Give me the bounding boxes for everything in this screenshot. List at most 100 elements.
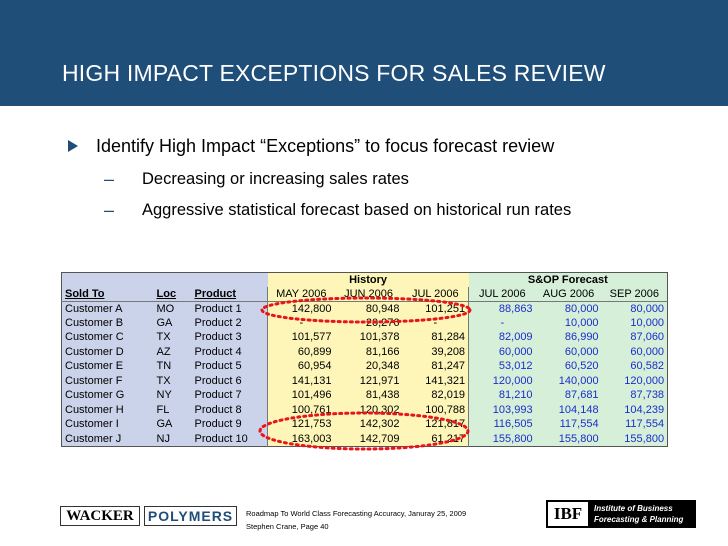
cell-loc: AZ xyxy=(153,345,192,360)
cell-sold-to: Customer J xyxy=(61,432,154,447)
cell-history-1: 163,003 xyxy=(267,432,335,447)
cell-history-2: 120,302 xyxy=(334,403,403,418)
cell-forecast-1: 120,000 xyxy=(468,374,536,389)
cell-sold-to: Customer E xyxy=(61,359,154,374)
cell-product: Product 7 xyxy=(191,388,269,403)
main-bullet-text: Identify High Impact “Exceptions” to foc… xyxy=(96,136,555,156)
cell-history-2: 20,276 xyxy=(334,316,403,331)
history-group-header: History xyxy=(267,272,469,287)
cell-product: Product 6 xyxy=(191,374,269,389)
cell-history-3: 61,217 xyxy=(402,432,470,447)
table-row: Customer H FL Product 8 100,761 120,302 100,7… xyxy=(61,403,668,418)
table-row: Customer G NY Product 7 101,496 81,438 82,019… xyxy=(61,388,668,403)
cell-history-1: 101,577 xyxy=(267,330,335,345)
cell-history-3: - xyxy=(402,316,470,331)
cell-forecast-2: 104,148 xyxy=(535,403,602,418)
col-header-history-3: JUL 2006 xyxy=(402,287,470,302)
cell-history-1: 100,761 xyxy=(267,403,335,418)
cell-history-3: 81,247 xyxy=(402,359,470,374)
cell-history-1: 141,131 xyxy=(267,374,335,389)
cell-forecast-1: 155,800 xyxy=(468,432,536,447)
cell-history-1: 142,800 xyxy=(267,301,335,316)
cell-forecast-2: 117,554 xyxy=(535,417,602,432)
ibf-line-1: Institute of Business xyxy=(594,504,673,513)
cell-product: Product 10 xyxy=(191,432,269,447)
cell-loc: GA xyxy=(153,316,192,331)
col-header-product: Product xyxy=(191,287,269,302)
table-row: Customer I GA Product 9 121,753 142,302 121,8… xyxy=(61,417,668,432)
cell-forecast-3: 60,582 xyxy=(601,359,668,374)
cell-forecast-3: 87,738 xyxy=(601,388,668,403)
col-header-history-1: MAY 2006 xyxy=(267,287,335,302)
cell-forecast-3: 117,554 xyxy=(601,417,668,432)
cell-loc: GA xyxy=(153,417,192,432)
exceptions-table: History S&OP Forecast Sold To Loc Produc… xyxy=(61,272,669,447)
cell-forecast-2: 87,681 xyxy=(535,388,602,403)
cell-history-3: 100,788 xyxy=(402,403,470,418)
sub-bullet-text: Aggressive statistical forecast based on… xyxy=(142,201,572,219)
cell-history-1: - xyxy=(267,316,335,331)
dash-icon: – xyxy=(104,200,115,220)
cell-product: Product 4 xyxy=(191,345,269,360)
table-row: Customer J NJ Product 10 163,003 142,709 61,2… xyxy=(61,432,668,447)
col-header-sold-to: Sold To xyxy=(61,287,154,302)
polymers-logo: POLYMERS xyxy=(144,506,237,526)
cell-loc: NJ xyxy=(153,432,192,447)
cell-sold-to: Customer D xyxy=(61,345,154,360)
cell-history-2: 142,709 xyxy=(334,432,403,447)
cell-sold-to: Customer G xyxy=(61,388,154,403)
arrow-bullet-icon xyxy=(68,140,78,152)
cell-sold-to: Customer A xyxy=(61,301,154,316)
cell-history-1: 121,753 xyxy=(267,417,335,432)
cell-forecast-2: 80,000 xyxy=(535,301,602,316)
wacker-logo: WACKER xyxy=(60,506,140,526)
cell-forecast-2: 140,000 xyxy=(535,374,602,389)
cell-history-2: 121,971 xyxy=(334,374,403,389)
cell-history-2: 101,378 xyxy=(334,330,403,345)
cell-sold-to: Customer I xyxy=(61,417,154,432)
cell-history-2: 81,438 xyxy=(334,388,403,403)
cell-forecast-1: 53,012 xyxy=(468,359,536,374)
table-row: Customer F TX Product 6 141,131 121,971 141,3… xyxy=(61,374,668,389)
blank-header-cell xyxy=(61,272,268,287)
cell-forecast-1: 103,993 xyxy=(468,403,536,418)
cell-history-2: 20,348 xyxy=(334,359,403,374)
cell-history-3: 39,208 xyxy=(402,345,470,360)
cell-forecast-3: 80,000 xyxy=(601,301,668,316)
table-row: Customer D AZ Product 4 60,899 81,166 39,208 6… xyxy=(61,345,668,360)
col-header-forecast-2: AUG 2006 xyxy=(535,287,602,302)
forecast-group-header: S&OP Forecast xyxy=(468,272,668,287)
cell-forecast-2: 86,990 xyxy=(535,330,602,345)
ibf-mark: IBF xyxy=(548,502,588,526)
sub-bullet-text: Decreasing or increasing sales rates xyxy=(142,170,409,188)
cell-forecast-1: 81,210 xyxy=(468,388,536,403)
cell-loc: MO xyxy=(153,301,192,316)
cell-history-1: 101,496 xyxy=(267,388,335,403)
cell-loc: TN xyxy=(153,359,192,374)
col-header-history-2: JUN 2006 xyxy=(334,287,403,302)
cell-loc: NY xyxy=(153,388,192,403)
cell-history-2: 142,302 xyxy=(334,417,403,432)
cell-history-3: 141,321 xyxy=(402,374,470,389)
column-header-row: Sold To Loc Product MAY 2006 JUN 2006 JU… xyxy=(61,287,668,302)
cell-product: Product 2 xyxy=(191,316,269,331)
cell-forecast-3: 155,800 xyxy=(601,432,668,447)
cell-history-1: 60,954 xyxy=(267,359,335,374)
col-header-forecast-3: SEP 2006 xyxy=(601,287,668,302)
cell-sold-to: Customer C xyxy=(61,330,154,345)
footer-line-2: Stephen Crane, Page 40 xyxy=(246,522,329,531)
slide-title: HIGH IMPACT EXCEPTIONS FOR SALES REVIEW xyxy=(62,60,606,86)
footer-line-1: Roadmap To World Class Forecasting Accur… xyxy=(246,509,467,518)
ibf-logo: IBF Institute of Business Forecasting & … xyxy=(546,500,696,528)
cell-history-3: 81,284 xyxy=(402,330,470,345)
table-row: Customer B GA Product 2-20,276- -10,000 10,0… xyxy=(61,316,668,331)
col-header-loc: Loc xyxy=(153,287,192,302)
cell-history-2: 81,166 xyxy=(334,345,403,360)
cell-forecast-1: - xyxy=(468,316,536,331)
cell-sold-to: Customer H xyxy=(61,403,154,418)
table-row: Customer A MO Product 1 142,800 80,948 101,25… xyxy=(61,301,668,316)
cell-history-1: 60,899 xyxy=(267,345,335,360)
cell-history-3: 82,019 xyxy=(402,388,470,403)
cell-product: Product 3 xyxy=(191,330,269,345)
cell-product: Product 8 xyxy=(191,403,269,418)
